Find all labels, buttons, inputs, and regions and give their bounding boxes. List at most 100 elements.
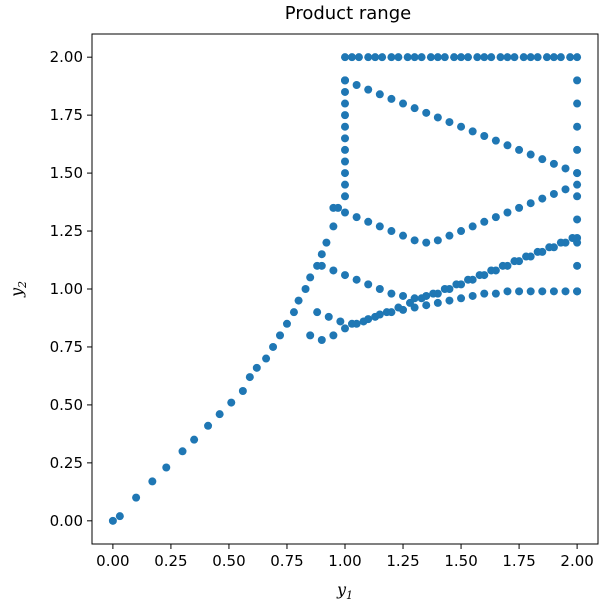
scatter-point	[426, 53, 435, 62]
scatter-point	[132, 493, 141, 502]
scatter-point	[533, 53, 542, 62]
scatter-point	[440, 53, 449, 62]
scatter-point	[491, 213, 500, 222]
scatter-point	[352, 275, 361, 284]
scatter-point	[317, 250, 326, 259]
y-tick-label: 0.25	[50, 454, 83, 472]
scatter-point	[410, 236, 419, 245]
y-tick-label: 1.75	[50, 106, 83, 124]
y-axis-label-subscript: 2	[16, 281, 29, 289]
scatter-point	[115, 512, 124, 521]
scatter-point	[329, 222, 338, 231]
scatter-point	[498, 261, 507, 270]
scatter-point	[457, 122, 466, 131]
scatter-point	[375, 310, 384, 319]
scatter-point	[433, 53, 442, 62]
scatter-point	[352, 213, 361, 222]
scatter-point	[341, 76, 349, 85]
scatter-point	[341, 122, 349, 131]
scatter-point	[510, 257, 519, 266]
scatter-point	[108, 516, 117, 525]
scatter-point	[276, 331, 285, 340]
scatter-point	[341, 169, 349, 178]
scatter-point	[468, 127, 477, 136]
scatter-point	[294, 296, 303, 305]
scatter-point	[464, 53, 473, 62]
scatter-point	[324, 312, 333, 321]
scatter-point	[445, 231, 454, 240]
scatter-point	[375, 285, 384, 293]
scatter-point	[433, 113, 442, 122]
scatter-point	[561, 185, 570, 194]
scatter-point	[410, 303, 419, 312]
x-tick-label: 1.00	[328, 552, 361, 570]
scatter-point	[329, 203, 338, 212]
scatter-point	[313, 308, 322, 317]
y-axis-ticks: 0.00 0.25 0.50 0.75 1.00 1.25 1.50 1.75 2.00	[50, 48, 92, 530]
chart-title: Product range	[285, 3, 411, 24]
scatter-point	[422, 108, 431, 117]
scatter-point	[178, 447, 187, 456]
scatter-point	[417, 294, 426, 303]
scatter-point	[422, 238, 431, 247]
scatter-point	[371, 53, 380, 62]
scatter-point	[526, 199, 535, 208]
scatter-point	[364, 315, 373, 324]
scatter-point	[491, 289, 500, 298]
scatter-point	[573, 76, 582, 85]
y-tick-label: 2.00	[50, 48, 83, 66]
scatter-point	[573, 180, 582, 189]
scatter-point	[162, 463, 171, 472]
scatter-point	[341, 145, 349, 154]
scatter-point	[480, 53, 489, 62]
scatter-point	[399, 305, 408, 314]
scatter-point	[352, 81, 361, 89]
scatter-point	[352, 319, 361, 328]
scatter-points	[108, 53, 582, 525]
scatter-point	[450, 53, 459, 62]
scatter-point	[410, 53, 419, 62]
scatter-point	[491, 136, 500, 145]
scatter-point	[480, 132, 489, 140]
scatter-point	[204, 421, 213, 430]
scatter-point	[561, 164, 570, 173]
scatter-point	[394, 53, 403, 62]
scatter-point	[354, 53, 363, 62]
scatter-point	[457, 53, 466, 62]
x-axis-label-base: y	[336, 580, 347, 599]
scatter-point	[329, 266, 338, 275]
scatter-point	[526, 53, 535, 62]
scatter-point	[336, 317, 345, 326]
scatter-point	[399, 231, 408, 240]
scatter-point	[503, 208, 512, 217]
scatter-point	[526, 287, 535, 296]
x-tick-label: 1.50	[444, 552, 477, 570]
scatter-point	[399, 99, 408, 108]
scatter-point	[262, 354, 271, 363]
scatter-point	[306, 331, 315, 340]
scatter-point	[561, 287, 570, 296]
scatter-point	[480, 217, 489, 226]
scatter-point	[468, 222, 477, 231]
scatter-point	[289, 308, 298, 317]
scatter-point	[399, 291, 408, 300]
scatter-point	[445, 296, 454, 305]
scatter-point	[503, 141, 512, 150]
scatter-point	[464, 275, 473, 284]
scatter-point	[573, 192, 582, 201]
scatter-point	[306, 273, 315, 282]
x-axis-label-subscript: 1	[346, 589, 353, 602]
scatter-point	[433, 236, 442, 245]
scatter-point	[573, 145, 582, 154]
scatter-point	[445, 118, 454, 127]
scatter-point	[457, 294, 466, 303]
scatter-point	[375, 90, 384, 99]
scatter-point	[556, 238, 565, 247]
scatter-point	[526, 150, 535, 159]
scatter-point	[329, 331, 338, 340]
scatter-point	[503, 287, 512, 296]
scatter-point	[341, 324, 349, 333]
scatter-point	[341, 208, 349, 217]
scatter-point	[387, 227, 396, 236]
y-tick-label: 1.50	[50, 164, 83, 182]
